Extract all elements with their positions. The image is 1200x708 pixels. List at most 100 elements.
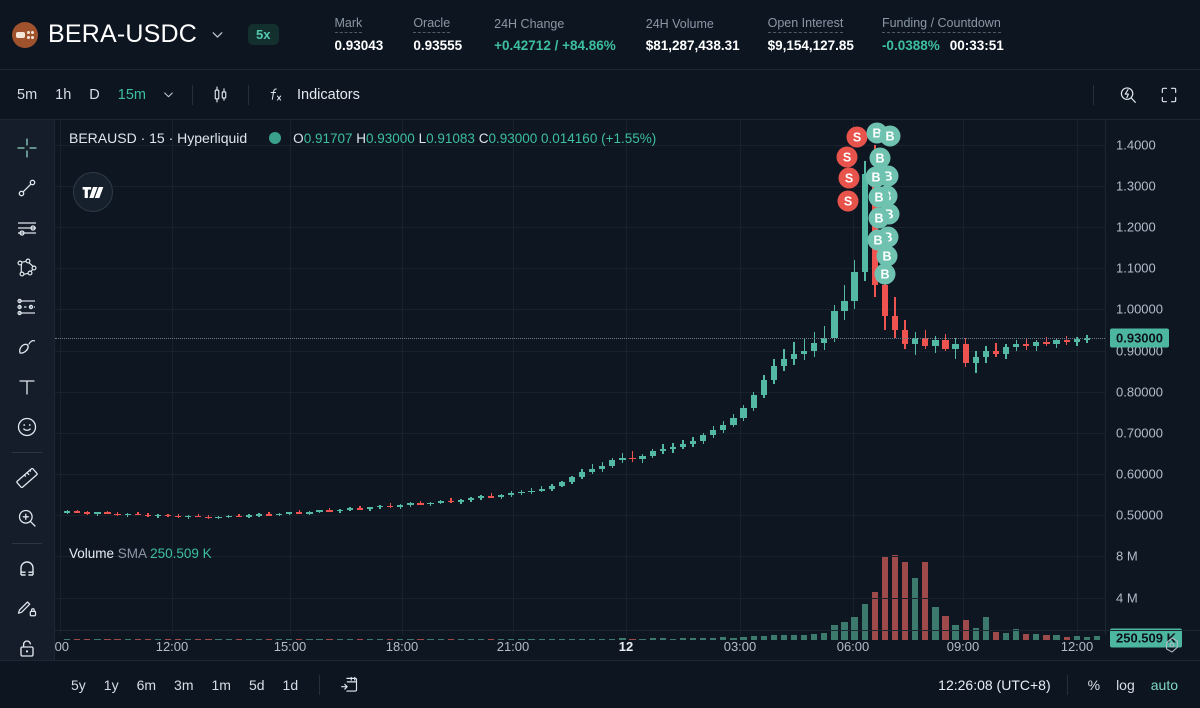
smiley-icon[interactable] xyxy=(6,407,48,447)
candle-wick xyxy=(1045,337,1048,347)
candle-body xyxy=(477,496,485,498)
volume-bar xyxy=(245,639,252,640)
range-3m[interactable]: 3m xyxy=(174,676,194,693)
range-1d[interactable]: 1d xyxy=(282,676,299,693)
indicators-button[interactable]: Indicators xyxy=(297,86,360,103)
horizontal-lines-tool[interactable] xyxy=(6,208,48,248)
candle-body xyxy=(245,515,252,517)
candle-body xyxy=(932,340,939,346)
gridline-vertical xyxy=(172,120,173,635)
buy-order-marker[interactable]: B xyxy=(867,229,889,251)
candle-body xyxy=(124,513,131,516)
candle-body xyxy=(356,508,364,510)
ohlc-l-val: 0.91083 xyxy=(426,130,475,146)
time-tick-label: 18:00 xyxy=(385,639,419,654)
range-5y[interactable]: 5y xyxy=(71,676,86,693)
go-to-date-icon[interactable] xyxy=(332,670,367,699)
volume-bar xyxy=(144,639,151,640)
volume-bar xyxy=(63,639,71,640)
chevron-down-icon[interactable] xyxy=(209,26,226,43)
tradingview-logo[interactable] xyxy=(73,172,113,212)
symbol-selector[interactable]: BERA-USDC 5x xyxy=(0,20,279,49)
volume-bar xyxy=(932,606,939,640)
timeframe-d[interactable]: D xyxy=(89,86,100,103)
time-axis[interactable]: :00 12:00 15:00 18:00 21:00 12 03:00 06:00 09:00… xyxy=(55,630,1200,660)
timeframe-15m[interactable]: 15m xyxy=(117,86,146,103)
gridline-horizontal xyxy=(55,515,1105,517)
scale-auto[interactable]: auto xyxy=(1150,676,1178,693)
current-price-badge[interactable]: 0.93000 xyxy=(1110,328,1169,348)
volume-bar xyxy=(528,639,535,640)
leverage-badge[interactable]: 5x xyxy=(248,24,279,45)
price-axis[interactable]: 1.4000 1.3000 1.2000 1.1000 1.00000 0.90000 0.… xyxy=(1105,120,1200,648)
ruler-icon[interactable] xyxy=(6,458,48,498)
range-1m[interactable]: 1m xyxy=(211,676,231,693)
volume-bar xyxy=(972,628,979,640)
range-1y[interactable]: 1y xyxy=(103,676,119,693)
buy-order-marker[interactable]: B xyxy=(874,263,896,285)
volume-bar xyxy=(134,639,141,640)
candle-body xyxy=(992,350,1000,354)
candle-body xyxy=(276,513,283,516)
buy-order-marker[interactable]: B xyxy=(879,125,901,147)
stat-value: 0.93043 xyxy=(334,38,384,53)
pitchfork-tool[interactable] xyxy=(6,248,48,288)
time-axis-settings-icon[interactable] xyxy=(1162,635,1182,655)
candle-body xyxy=(457,500,464,502)
buy-order-marker[interactable]: B xyxy=(868,186,890,208)
pencil-lock-icon[interactable] xyxy=(6,588,48,628)
timeframe-5m[interactable]: 5m xyxy=(17,86,38,103)
stat-oracle: Oracle 0.93555 xyxy=(413,16,462,53)
time-tick-label: 12 xyxy=(618,639,634,654)
candlestick-icon[interactable] xyxy=(203,80,238,109)
price-pane[interactable]: SSSSBBBBBBBBBBBBB xyxy=(55,120,1105,540)
price-tick-label: 0.70000 xyxy=(1116,425,1163,441)
magnifier-plus-icon[interactable] xyxy=(6,498,48,538)
volume-bar xyxy=(508,639,515,640)
magnet-icon[interactable] xyxy=(6,549,48,589)
volume-bar xyxy=(1063,636,1070,640)
brush-tool[interactable] xyxy=(6,327,48,367)
gridline-horizontal xyxy=(55,268,1105,270)
divider xyxy=(192,84,193,105)
price-tick-label: 0.60000 xyxy=(1116,466,1163,482)
scale-log[interactable]: log xyxy=(1116,676,1135,693)
range-5d[interactable]: 5d xyxy=(248,676,265,693)
volume-bar xyxy=(397,639,404,640)
lightning-search-icon[interactable] xyxy=(1110,80,1146,110)
buy-order-marker[interactable]: B xyxy=(876,245,898,267)
candle-body xyxy=(144,514,151,517)
volume-bar xyxy=(891,554,899,640)
chevron-down-icon[interactable] xyxy=(155,82,182,107)
trend-line-tool[interactable] xyxy=(6,168,48,208)
range-6m[interactable]: 6m xyxy=(136,676,157,693)
timeframe-1h[interactable]: 1h xyxy=(55,86,72,103)
chart-canvas[interactable]: BERAUSD · 15 · Hyperliquid O0.91707 H0.9… xyxy=(55,120,1200,708)
candle-body xyxy=(700,435,707,442)
volume-bar xyxy=(851,617,858,640)
padlock-icon[interactable] xyxy=(6,628,48,668)
buy-order-marker[interactable]: B xyxy=(869,147,891,169)
sell-order-marker[interactable]: S xyxy=(837,190,859,212)
cursor-crosshair-tool[interactable] xyxy=(6,128,48,168)
candle-wick xyxy=(238,514,240,518)
sell-order-marker[interactable]: S xyxy=(846,126,868,148)
scale-percent[interactable]: % xyxy=(1087,676,1101,693)
text-t-icon[interactable] xyxy=(6,367,48,407)
current-volume-badge[interactable]: 250.509 K xyxy=(1110,628,1182,648)
candle-body xyxy=(568,477,576,483)
volume-bar xyxy=(558,639,565,640)
fullscreen-icon[interactable] xyxy=(1152,81,1186,109)
sell-order-marker[interactable]: S xyxy=(838,167,860,189)
fib-retracement-tool[interactable] xyxy=(6,288,48,328)
sell-order-marker[interactable]: S xyxy=(836,146,858,168)
candle-body xyxy=(1002,347,1010,354)
function-fx-icon[interactable] xyxy=(259,81,292,108)
buy-order-marker[interactable]: B xyxy=(868,207,890,229)
volume-pane[interactable] xyxy=(55,540,1105,640)
stat-open-interest: Open Interest $9,154,127.85 xyxy=(767,16,854,53)
buy-order-marker[interactable]: B xyxy=(865,166,887,188)
candle-body xyxy=(508,493,515,496)
volume-bar xyxy=(407,639,414,640)
